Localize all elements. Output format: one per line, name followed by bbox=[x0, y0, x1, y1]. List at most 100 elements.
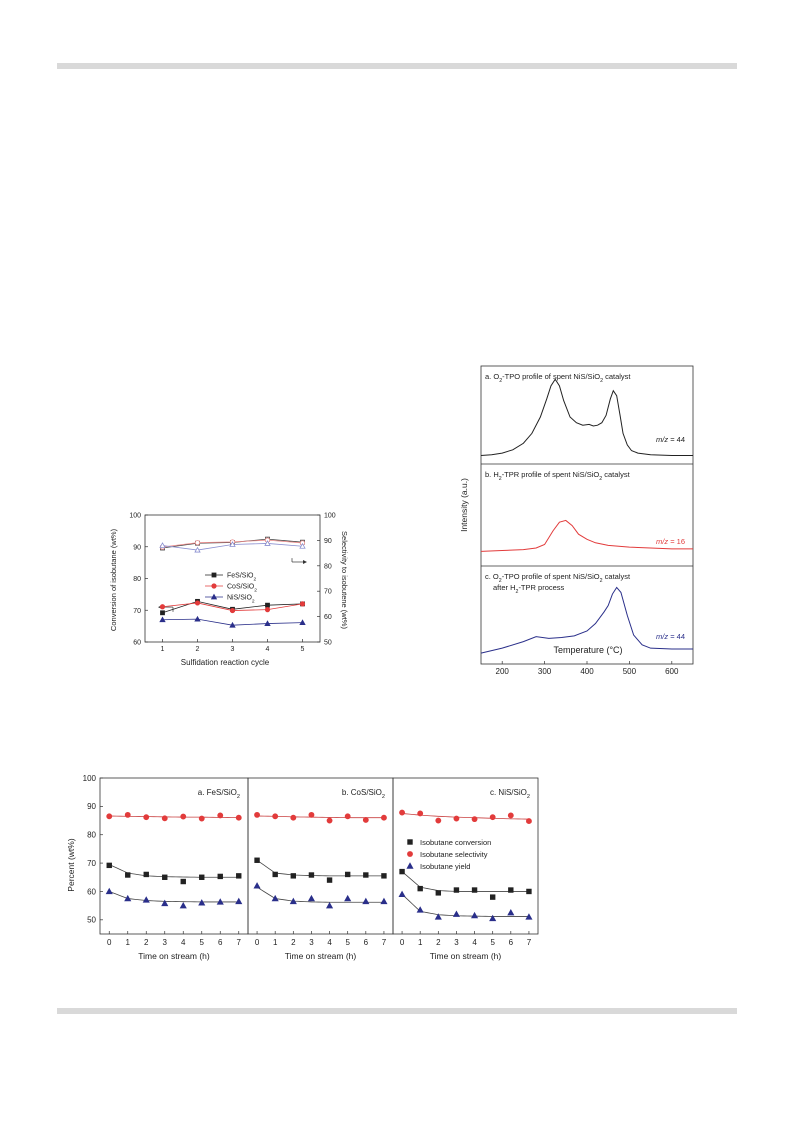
data-point bbox=[362, 817, 369, 823]
data-point bbox=[326, 901, 334, 909]
conversion-point bbox=[264, 607, 271, 613]
selectivity-point bbox=[264, 540, 271, 546]
time-panel: 0 1 2 3 4 5 6 7 Time on stream (h) c. NiS/SiO2 bbox=[392, 777, 539, 961]
data-point bbox=[417, 810, 424, 817]
data-point bbox=[106, 862, 112, 869]
conversion-point bbox=[299, 619, 306, 626]
panel-title: c. NiS/SiO2 bbox=[490, 788, 530, 800]
data-point bbox=[179, 901, 187, 909]
y-tick-label: 70 bbox=[87, 859, 96, 868]
x-tick-label: 5 bbox=[301, 646, 305, 653]
conversion-point bbox=[194, 600, 201, 606]
panel-title: c. O2-TPO profile of spent NiS/SiO2 cata… bbox=[485, 572, 631, 584]
tpo-tpr-profile-chart: a. O2-TPO profile of spent NiS/SiO2 cata… bbox=[459, 365, 694, 676]
data-point bbox=[344, 813, 351, 820]
data-point bbox=[289, 897, 297, 905]
y-tick-label: 60 bbox=[87, 887, 96, 896]
data-point bbox=[217, 873, 223, 880]
selectivity-point bbox=[229, 541, 236, 547]
x-tick-label: 4 bbox=[327, 938, 332, 947]
legend-label: Isobutane yield bbox=[420, 862, 470, 871]
x-tick-label: 0 bbox=[255, 938, 260, 947]
data-point bbox=[254, 857, 260, 863]
y-right-tick-label: 70 bbox=[324, 589, 332, 596]
x-tick-label: 7 bbox=[237, 938, 242, 947]
fit-curve bbox=[256, 859, 384, 877]
profile-curve bbox=[480, 378, 693, 457]
data-point bbox=[272, 813, 279, 820]
data-point bbox=[453, 815, 460, 822]
y-tick-label: 90 bbox=[87, 802, 96, 811]
data-point bbox=[344, 894, 352, 902]
x-tick-label: 5 bbox=[345, 938, 350, 947]
x-tick-label: 6 bbox=[218, 938, 223, 947]
conversion-point bbox=[159, 604, 166, 610]
y-right-tick-label: 100 bbox=[324, 513, 336, 520]
legend-marker bbox=[406, 862, 414, 869]
fit-curve bbox=[109, 891, 239, 903]
y-axis-label: Intensity (a.u.) bbox=[459, 478, 469, 532]
fit-curve bbox=[401, 871, 529, 892]
profile-panel: c. O2-TPO profile of spent NiS/SiO2 cata… bbox=[480, 572, 693, 654]
x-tick-label: 2 bbox=[291, 938, 296, 947]
selectivity-point bbox=[159, 542, 166, 548]
y-tick-label: 50 bbox=[87, 916, 96, 925]
data-point bbox=[471, 887, 478, 893]
y-tick-label: 80 bbox=[87, 831, 96, 840]
panel-title: b. H2-TPR profile of spent NiS/SiO2 cata… bbox=[485, 470, 631, 482]
legend-label: CoS/SiO2 bbox=[227, 584, 257, 594]
data-point bbox=[489, 894, 496, 900]
x-tick-label: 600 bbox=[665, 667, 679, 676]
data-point bbox=[162, 874, 168, 880]
data-point bbox=[417, 885, 423, 892]
data-point bbox=[489, 814, 496, 821]
x-tick-label: 300 bbox=[538, 667, 552, 676]
mz-label: m/z = 16 bbox=[656, 537, 685, 546]
y-left-tick-label: 100 bbox=[129, 513, 141, 520]
x-axis-label: Time on stream (h) bbox=[138, 951, 210, 961]
data-point bbox=[143, 871, 149, 878]
data-point bbox=[526, 818, 532, 825]
legend-label: NiS/SiO2 bbox=[227, 595, 255, 605]
selectivity-point bbox=[194, 546, 201, 553]
y-axis-left-label: Conversion of isobutane (wt%) bbox=[109, 528, 118, 631]
data-point bbox=[326, 877, 333, 883]
data-point bbox=[489, 914, 497, 922]
data-point bbox=[236, 873, 242, 879]
x-tick-label: 0 bbox=[400, 938, 405, 947]
fit-curve bbox=[109, 815, 239, 819]
fit-curve bbox=[257, 815, 384, 819]
right-axis-arrow bbox=[291, 558, 307, 564]
x-axis-label: Sulfidation reaction cycle bbox=[181, 658, 270, 667]
conversion-point bbox=[229, 621, 236, 628]
data-point bbox=[106, 813, 113, 820]
legend-marker bbox=[211, 572, 217, 578]
data-point bbox=[161, 815, 168, 822]
data-point bbox=[125, 872, 131, 878]
y-axis-label: Percent (wt%) bbox=[66, 838, 76, 892]
selectivity-point bbox=[299, 542, 306, 549]
plot-frame bbox=[480, 365, 694, 665]
data-point bbox=[308, 872, 315, 878]
legend-marker bbox=[211, 583, 217, 589]
x-tick-label: 1 bbox=[126, 938, 131, 947]
panel-frame bbox=[247, 777, 394, 935]
y-right-tick-label: 80 bbox=[324, 563, 332, 570]
conversion-point bbox=[299, 601, 306, 607]
mz-label: m/z = 44 bbox=[656, 435, 685, 444]
y-right-tick-label: 50 bbox=[324, 640, 332, 647]
x-tick-label: 6 bbox=[364, 938, 369, 947]
data-point bbox=[308, 811, 315, 818]
panel-frame bbox=[392, 777, 539, 935]
x-tick-label: 3 bbox=[309, 938, 314, 947]
x-tick-label: 1 bbox=[161, 646, 165, 653]
data-point bbox=[307, 894, 315, 902]
panel-subtitle: after H2-TPR process bbox=[493, 583, 565, 595]
data-point bbox=[363, 872, 369, 878]
data-point bbox=[362, 897, 370, 905]
data-point bbox=[272, 871, 278, 878]
data-point bbox=[271, 894, 279, 902]
mz-label: m/z = 44 bbox=[656, 632, 685, 641]
data-point bbox=[235, 897, 243, 905]
